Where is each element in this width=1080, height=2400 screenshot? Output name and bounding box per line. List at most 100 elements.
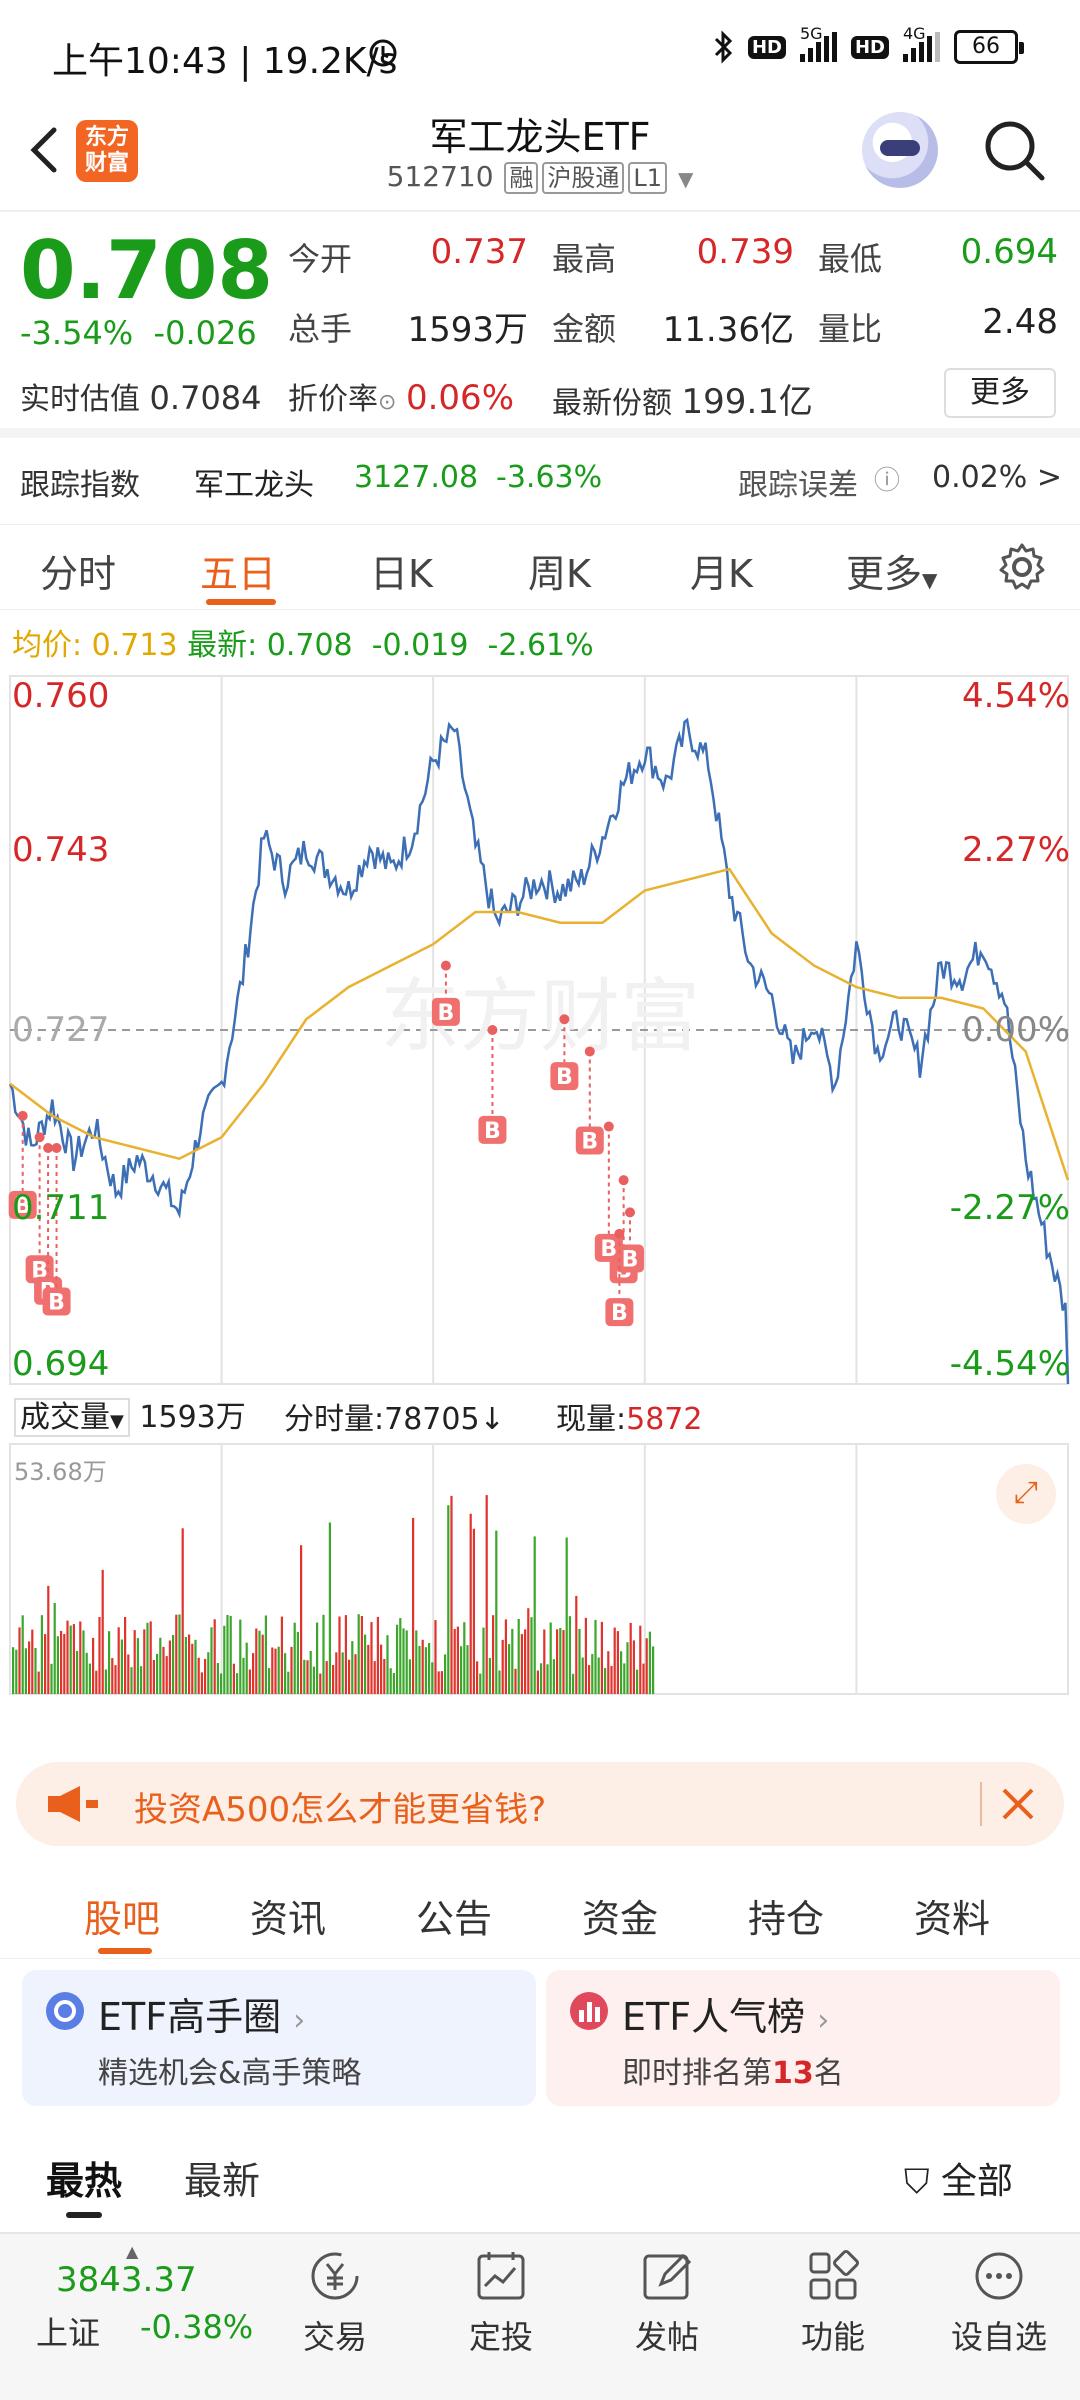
volume-header: 成交量▼ 1593万 [14,1392,246,1437]
volume-bar [604,1668,607,1694]
volume-bar [82,1630,85,1694]
nav-trade[interactable]: 交易 [270,2248,400,2358]
tracking-row[interactable]: 跟踪指数 军工龙头 3127.08 -3.63% 跟踪误差 ⓘ 0.02% > [0,440,1080,520]
hd-badge: HD [747,35,786,59]
buy-marker-label: B [48,1290,65,1315]
volume-bar [543,1629,546,1694]
nav-post[interactable]: 发帖 [602,2248,732,2358]
help-icon[interactable]: ⓘ [874,466,901,496]
search-icon[interactable] [980,116,1050,186]
volume-bar [399,1618,402,1694]
volume-bar [24,1648,27,1694]
y-tick-left-3: 0.711 [12,1188,110,1228]
volume-bar [252,1653,255,1694]
tab-more[interactable]: 更多▼ [846,552,938,596]
y-tick-right-0: 4.54% [961,676,1070,716]
tab-news[interactable]: 资讯 [250,1897,327,1941]
dropdown-triangle-icon[interactable]: ▼ [677,167,694,191]
volume-bar [85,1652,88,1694]
volume-bar [376,1616,379,1694]
filter-all[interactable]: ⛉ 全部 [904,2161,1013,2202]
volume-bar [581,1657,584,1694]
promo-banner[interactable]: 投资A500怎么才能更省钱? [16,1762,1064,1846]
volume-bar [34,1648,37,1694]
volume-bar [213,1619,216,1694]
shares: 最新份额 199.1亿 [552,382,813,422]
etf-expert-card[interactable]: ETF高手圈 › 精选机会&高手策略 [22,1970,536,2106]
assistant-robot-icon[interactable] [862,112,938,188]
low-value: 0.694 [960,232,1058,272]
tab-intraday[interactable]: 分时 [40,552,117,596]
volume-bar [479,1673,482,1694]
more-button[interactable]: 更多 [944,368,1056,418]
back-arrow-icon[interactable] [20,120,70,180]
network-5g: 5G [799,24,837,62]
buy-marker-label: B [484,1119,501,1144]
nav-add-watchlist[interactable]: 设自选 [934,2248,1064,2358]
volume-bar [236,1673,239,1694]
tab-profile[interactable]: 资料 [914,1897,991,1941]
tab-daily-k[interactable]: 日K [370,552,433,596]
buy-marker-label: B [14,1194,31,1219]
volume-bar [232,1663,235,1694]
five-day-chart[interactable]: 东方财富 BBBBBBBBBBBB 08/2808/2909/0109/0209… [0,664,1080,1742]
tab-holdings[interactable]: 持仓 [748,1897,825,1941]
volume-bar [460,1646,463,1694]
volume-bar [424,1647,427,1694]
volume-bar [626,1642,629,1694]
alarm-icon [369,39,397,67]
volume-bar [639,1625,642,1694]
price-line [8,717,1070,1385]
volume-bar [498,1670,501,1694]
volume-bar [44,1634,47,1694]
volume-bar [63,1634,66,1694]
volume-selector[interactable]: 成交量▼ [14,1398,130,1437]
volume-bar [623,1663,626,1694]
tab-five-day[interactable]: 五日 [200,552,277,596]
volume-bar [66,1620,69,1694]
volume-bar [312,1666,315,1694]
expand-icon[interactable]: ⤢ [996,1464,1056,1524]
buy-marker-label: B [438,1001,455,1026]
index-name: 上证 [36,2314,101,2352]
tab-funds[interactable]: 资金 [582,1897,659,1941]
tab-guba[interactable]: 股吧 [84,1897,161,1941]
vol-ratio-value: 2.48 [982,302,1058,342]
open-value: 0.737 [430,232,528,272]
volume-bar [620,1651,623,1694]
volume-bar [172,1635,175,1694]
more-circle-icon [975,2252,1023,2300]
tab-weekly-k[interactable]: 周K [528,552,591,596]
close-icon[interactable] [1000,1786,1036,1822]
volume-bar [328,1522,331,1694]
page-title: 军工龙头ETF [429,115,651,159]
y-tick-right-1: 2.27% [961,830,1070,870]
volume-bar [645,1638,648,1694]
nav-functions[interactable]: 功能 [768,2248,898,2358]
settings-gear-icon[interactable] [996,541,1048,593]
y-tick-left-4: 0.694 [12,1344,110,1384]
nav-invest-plan[interactable]: 定投 [436,2248,566,2358]
buy-marker-dot [51,1143,62,1153]
tab-announcements[interactable]: 公告 [416,1897,493,1941]
volume-bar [322,1614,325,1694]
volume-bar [296,1631,299,1694]
volume-bar [373,1661,376,1694]
more-dots-icon: ⊙ [378,390,397,415]
y-tick-left-2: 0.727 [12,1010,110,1050]
card-title: ETF高手圈 › [98,1995,306,2039]
feed-tabs: 最热 最新 ⛉ 全部 [0,2140,1080,2220]
tab-hot[interactable]: 最热 [46,2159,123,2203]
buy-marker-box [605,1298,634,1327]
buy-marker-box [25,1255,54,1284]
buy-marker-box [8,1190,37,1219]
volume-bar [341,1652,344,1694]
tab-latest[interactable]: 最新 [184,2159,261,2203]
etf-popularity-card[interactable]: ETF人气榜 › 即时排名第13名 [546,1970,1060,2106]
tab-monthly-k[interactable]: 月K [690,552,753,596]
current-volume: 现量:5872 [556,1402,703,1437]
buy-marker-dot [43,1143,54,1153]
volume-bar [616,1631,619,1694]
volume-bar [613,1627,616,1694]
latest-price: 0.708 [266,628,353,663]
